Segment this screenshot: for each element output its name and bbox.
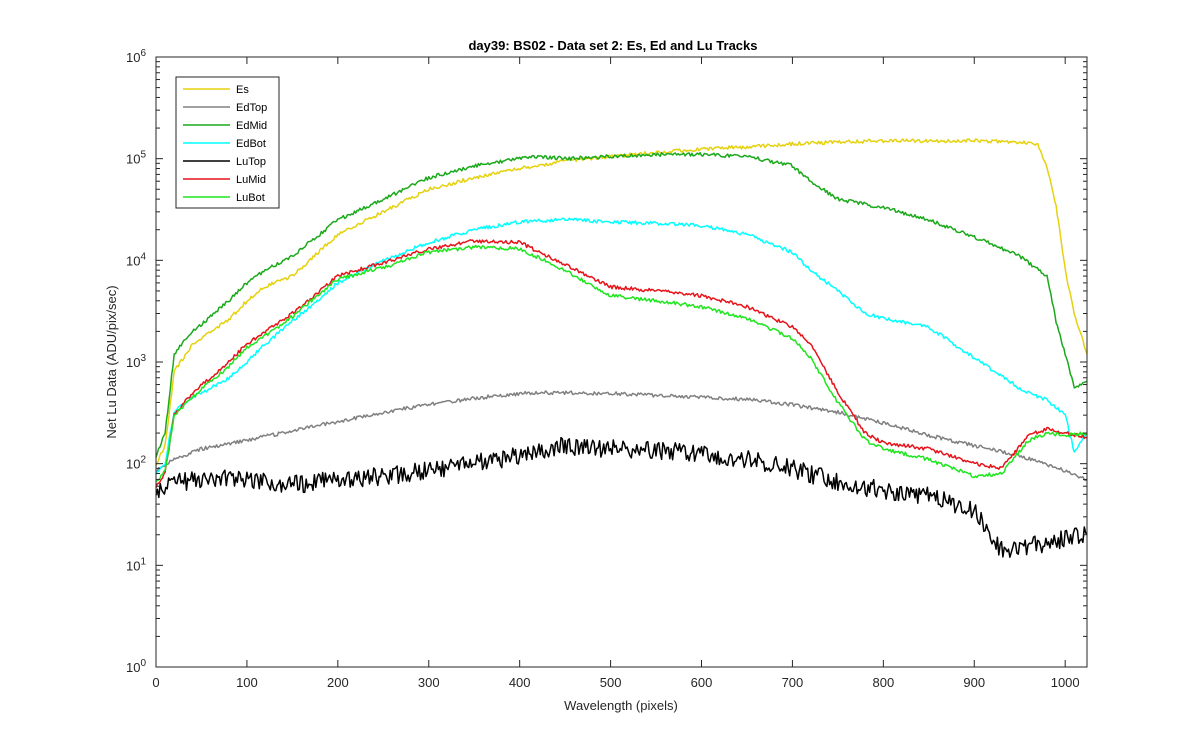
y-tick-label: 102 — [126, 455, 146, 472]
legend-label-edtop: EdTop — [236, 102, 267, 114]
legend-label-lubot: LuBot — [236, 192, 265, 204]
series-line-edtop — [155, 390, 1088, 482]
y-tick-label: 106 — [126, 48, 146, 65]
y-tick-label: 101 — [126, 556, 146, 573]
series-line-lutop — [155, 436, 1088, 558]
x-tick-label: 500 — [600, 675, 622, 690]
legend: Es EdTop EdMid EdBot LuTop LuMid LuBot — [175, 76, 280, 209]
y-tick-label: 104 — [126, 251, 146, 268]
legend-label-edbot: EdBot — [236, 138, 266, 150]
y-tick-label: 100 — [126, 658, 146, 675]
x-tick-label: 400 — [509, 675, 531, 690]
y-axis-label: Net Lu Data (ADU/pix/sec) — [104, 285, 119, 438]
y-tick-label: 105 — [126, 150, 146, 167]
series-line-lubot — [155, 244, 1088, 482]
x-tick-label: 1000 — [1051, 675, 1080, 690]
series-layer — [155, 138, 1088, 558]
x-tick-label: 700 — [782, 675, 804, 690]
series-line-edmid — [155, 151, 1088, 458]
x-tick-label: 800 — [872, 675, 894, 690]
chart-title: day39: BS02 - Data set 2: Es, Ed and Lu … — [468, 38, 757, 53]
x-tick-label: 600 — [691, 675, 713, 690]
legend-items: Es EdTop EdMid EdBot LuTop LuMid LuBot — [183, 84, 267, 204]
series-line-edbot — [155, 217, 1088, 475]
x-axis-label: Wavelength (pixels) — [564, 698, 678, 713]
plot-background — [156, 57, 1087, 667]
tick-layer: 0 100 200 300 400 500 600 700 800 900 1000 100 101 10… — [126, 48, 1087, 690]
legend-label-lumid: LuMid — [236, 174, 266, 186]
x-tick-label: 0 — [152, 675, 159, 690]
series-line-lumid — [155, 239, 1088, 489]
x-tick-label: 200 — [327, 675, 349, 690]
legend-label-lutop: LuTop — [236, 156, 266, 168]
x-tick-label: 900 — [963, 675, 985, 690]
y-tick-label: 103 — [126, 353, 146, 370]
legend-label-edmid: EdMid — [236, 120, 267, 132]
x-tick-label: 100 — [236, 675, 258, 690]
legend-label-es: Es — [236, 84, 249, 96]
x-tick-label: 300 — [418, 675, 440, 690]
plot-area: 0 100 200 300 400 500 600 700 800 900 1000 100 101 10… — [126, 48, 1088, 690]
